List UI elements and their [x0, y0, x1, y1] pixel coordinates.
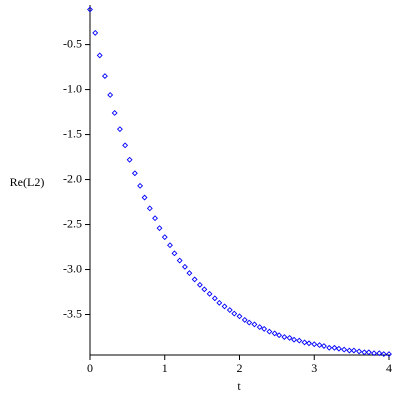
point: [211, 295, 218, 302]
x-tick-label: 3: [311, 361, 317, 375]
point: [241, 316, 248, 323]
point: [96, 52, 103, 59]
point: [311, 341, 318, 348]
point: [371, 350, 377, 357]
x-tick-label: 1: [162, 361, 168, 375]
point: [356, 348, 363, 355]
point: [296, 337, 303, 344]
point: [116, 126, 123, 133]
point: [216, 299, 223, 306]
x-axis-label: t: [237, 379, 241, 393]
point: [111, 110, 118, 116]
point: [231, 310, 238, 317]
x-tick-label: 2: [237, 361, 243, 375]
y-axis-label: Re(L2): [10, 175, 45, 189]
point: [256, 324, 263, 331]
point: [365, 349, 372, 356]
x-tick-label: 4: [386, 361, 392, 375]
point: [386, 351, 392, 358]
point: [137, 182, 144, 189]
point: [226, 307, 233, 313]
y-tick-label: -3.0: [63, 261, 82, 275]
point: [301, 339, 308, 346]
point: [321, 343, 327, 349]
point: [361, 349, 368, 356]
point: [331, 344, 338, 351]
point: [335, 345, 342, 352]
y-tick-label: -3.5: [63, 306, 82, 320]
point: [350, 347, 357, 354]
point: [271, 330, 278, 337]
point: [126, 156, 133, 163]
point: [176, 257, 183, 264]
point: [291, 336, 298, 343]
y-tick-label: -1.0: [63, 81, 82, 95]
point: [161, 234, 168, 241]
point: [251, 321, 258, 328]
point: [102, 73, 108, 80]
point: [380, 351, 387, 358]
point: [266, 328, 273, 335]
y-tick-label: -0.5: [63, 36, 82, 50]
point: [146, 205, 153, 212]
y-tick-label: -2.0: [63, 171, 82, 185]
point: [341, 346, 348, 353]
point: [261, 325, 268, 332]
y-tick-label: -2.5: [63, 216, 82, 230]
point: [206, 290, 213, 297]
point: [201, 286, 208, 293]
point: [167, 242, 173, 249]
point: [152, 215, 158, 222]
point: [316, 342, 323, 349]
x-tick-label: 0: [87, 361, 93, 375]
point: [276, 332, 283, 339]
point: [186, 270, 193, 277]
point: [107, 92, 114, 98]
point: [376, 350, 383, 357]
point: [346, 347, 353, 354]
y-tick-label: -1.5: [63, 126, 82, 140]
point: [87, 6, 93, 13]
point: [286, 334, 293, 341]
point: [156, 225, 163, 232]
point: [246, 319, 253, 326]
point: [181, 263, 188, 270]
point: [122, 142, 129, 149]
point: [131, 170, 138, 177]
point: [236, 313, 243, 320]
point: [281, 334, 288, 340]
point: [92, 29, 99, 36]
point: [306, 340, 312, 347]
point: [196, 281, 203, 288]
point: [221, 303, 228, 310]
point: [191, 276, 198, 283]
point: [171, 250, 178, 257]
point: [141, 194, 148, 201]
point: [326, 344, 333, 351]
